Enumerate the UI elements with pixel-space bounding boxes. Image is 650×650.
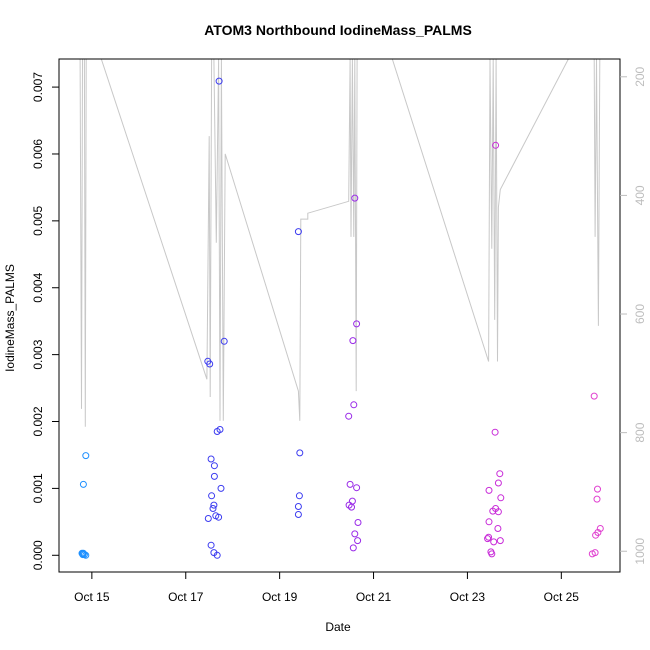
y-axis-label: IodineMass_PALMS xyxy=(3,264,17,372)
data-point xyxy=(294,503,302,510)
data-point xyxy=(350,401,358,409)
y-tick-label: 0.000 xyxy=(31,540,45,570)
data-point xyxy=(210,472,218,480)
x-tick-label: Oct 17 xyxy=(168,590,204,604)
data-point xyxy=(82,551,90,559)
data-point xyxy=(215,77,223,85)
data-point xyxy=(79,480,87,488)
data-point xyxy=(216,426,224,433)
data-point xyxy=(345,412,353,420)
data-point xyxy=(294,228,302,236)
data-point xyxy=(204,515,212,522)
data-point xyxy=(485,533,493,541)
data-point xyxy=(488,550,496,558)
right-tick-label: 200 xyxy=(633,66,647,86)
data-point xyxy=(588,550,596,558)
axes-layer: Oct 15 Oct 17 Oct 19 Oct 21 Oct 23 Oct 25 0.00… xyxy=(31,66,647,604)
data-point xyxy=(351,194,359,202)
right-tick-label: 1000 xyxy=(633,538,647,565)
data-point xyxy=(494,525,502,532)
data-point xyxy=(592,531,600,539)
data-point xyxy=(484,535,492,543)
data-point xyxy=(496,537,504,545)
data-point xyxy=(209,505,217,512)
data-point xyxy=(485,518,493,526)
data-point xyxy=(217,484,225,492)
data-point xyxy=(593,495,601,503)
data-point xyxy=(353,320,361,328)
y-tick-label: 0.001 xyxy=(31,473,45,503)
data-point xyxy=(207,455,215,463)
y-tick-label: 0.005 xyxy=(31,206,45,236)
data-point xyxy=(207,541,215,549)
plot-frame xyxy=(58,58,621,573)
y-tick-label: 0.004 xyxy=(31,272,45,302)
right-tick-label: 600 xyxy=(633,304,647,324)
y-tick-label: 0.002 xyxy=(31,406,45,436)
data-point xyxy=(206,360,214,368)
x-axis-label: Date xyxy=(325,620,351,634)
data-point xyxy=(489,507,497,515)
data-point xyxy=(354,537,362,545)
data-point xyxy=(210,462,218,470)
chart-title: ATOM3 Northbound IodineMass_PALMS xyxy=(204,22,472,38)
data-point xyxy=(490,538,498,546)
x-tick-label: Oct 21 xyxy=(356,590,392,604)
y-tick-label: 0.006 xyxy=(31,139,45,169)
x-tick-label: Oct 23 xyxy=(450,590,486,604)
data-point xyxy=(296,449,304,457)
data-point xyxy=(348,497,356,505)
data-point xyxy=(213,551,221,559)
data-point xyxy=(494,479,502,487)
data-point xyxy=(220,337,228,345)
data-point xyxy=(210,501,218,509)
data-point xyxy=(215,513,223,521)
data-point xyxy=(349,337,357,345)
right-tick-label: 400 xyxy=(633,185,647,205)
data-point xyxy=(294,511,302,518)
x-tick-label: Oct 15 xyxy=(74,590,110,604)
data-point xyxy=(82,452,90,460)
data-point xyxy=(492,141,500,149)
data-point xyxy=(348,503,355,511)
data-point xyxy=(491,428,499,436)
y-tick-label: 0.003 xyxy=(31,339,45,369)
altitude-trace-layer xyxy=(79,58,601,427)
data-point xyxy=(496,470,504,478)
data-points-layer xyxy=(78,77,604,559)
data-point xyxy=(590,392,598,400)
data-point xyxy=(208,492,216,500)
altitude-line xyxy=(79,58,601,427)
data-point xyxy=(353,484,361,492)
x-tick-label: Oct 25 xyxy=(544,590,580,604)
y-tick-label: 0.007 xyxy=(31,72,45,102)
data-point xyxy=(349,544,357,552)
data-point xyxy=(594,485,601,493)
right-tick-label: 800 xyxy=(633,422,647,442)
data-point xyxy=(485,486,493,494)
data-point xyxy=(295,492,303,500)
data-point xyxy=(346,480,354,488)
x-tick-label: Oct 19 xyxy=(262,590,298,604)
data-point xyxy=(354,519,362,526)
data-point xyxy=(497,494,505,502)
data-point xyxy=(351,530,359,538)
